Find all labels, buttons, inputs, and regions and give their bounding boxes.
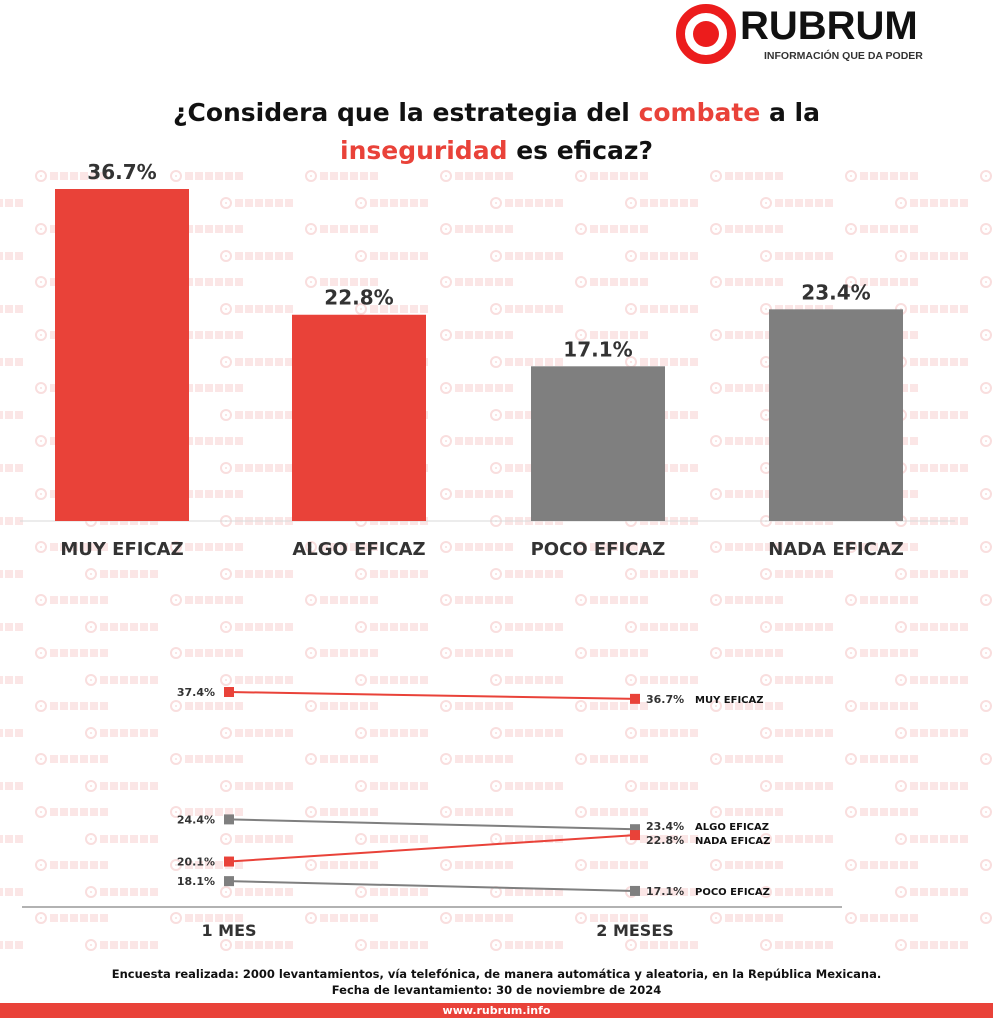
end-value-label: 17.1% (646, 885, 684, 898)
bar-poco-eficaz (531, 366, 665, 521)
title-highlight1: combate (638, 98, 761, 127)
title-part3: es eficaz? (507, 136, 653, 165)
data-point-marker (224, 856, 234, 867)
website-link[interactable]: www.rubrum.info (442, 1004, 551, 1017)
survey-date: Fecha de levantamiento: 30 de noviembre … (331, 983, 662, 997)
footer-bar: www.rubrum.info (0, 1003, 993, 1018)
bar-value-label: 22.8% (324, 286, 393, 310)
data-point-marker (630, 824, 640, 835)
title-part1: ¿Considera que la estrategia del (172, 98, 639, 127)
series-line-poco-eficaz (228, 880, 636, 892)
start-value-label: 37.4% (177, 686, 215, 699)
page-title: ¿Considera que la estrategia del combate… (0, 94, 993, 170)
rubrum-logo: RUBRUM INFORMACIÓN QUE DA PODER (676, 4, 966, 64)
bar-nada-eficaz (769, 309, 903, 521)
bar-category-label: ALGO EFICAZ (292, 539, 425, 560)
data-point-marker (630, 885, 640, 896)
logo-tagline: INFORMACIÓN QUE DA PODER (764, 50, 923, 62)
bar-value-label: 36.7% (87, 160, 156, 184)
title-highlight2: inseguridad (340, 136, 508, 165)
logo-name: RUBRUM (740, 4, 918, 48)
logo-dot-icon (693, 21, 719, 47)
bar-category-label: NADA EFICAZ (768, 539, 904, 560)
series-name-label: ALGO EFICAZ (695, 822, 769, 833)
x-tick-label: 2 MESES (596, 921, 674, 940)
end-value-label: 23.4% (646, 820, 684, 833)
bar-muy-eficaz (55, 189, 189, 521)
start-value-label: 20.1% (177, 856, 215, 869)
data-point-marker (630, 830, 640, 841)
bar-category-label: POCO EFICAZ (531, 539, 666, 560)
survey-note: Encuesta realizada: 2000 levantamientos,… (111, 967, 882, 981)
data-point-marker (224, 876, 234, 887)
title-part2: a la (760, 98, 820, 127)
start-value-label: 24.4% (177, 813, 215, 826)
series-name-label: POCO EFICAZ (695, 887, 770, 898)
bar-value-label: 17.1% (563, 337, 632, 361)
series-line-algo-eficaz (228, 818, 636, 831)
bar-value-label: 23.4% (801, 280, 870, 304)
bar-category-label: MUY EFICAZ (60, 539, 183, 560)
series-line-nada-eficaz (228, 834, 636, 863)
series-line-muy-eficaz (228, 691, 636, 700)
end-value-label: 22.8% (646, 834, 684, 847)
data-point-marker (224, 814, 234, 825)
series-name-label: MUY EFICAZ (695, 695, 764, 706)
end-value-label: 36.7% (646, 693, 684, 706)
x-tick-label: 1 MES (201, 921, 256, 940)
data-point-marker (630, 693, 640, 704)
series-name-label: NADA EFICAZ (695, 836, 770, 847)
logo-ring-icon (676, 4, 736, 64)
bar-algo-eficaz (292, 314, 426, 521)
start-value-label: 18.1% (177, 875, 215, 888)
data-point-marker (224, 687, 234, 697)
